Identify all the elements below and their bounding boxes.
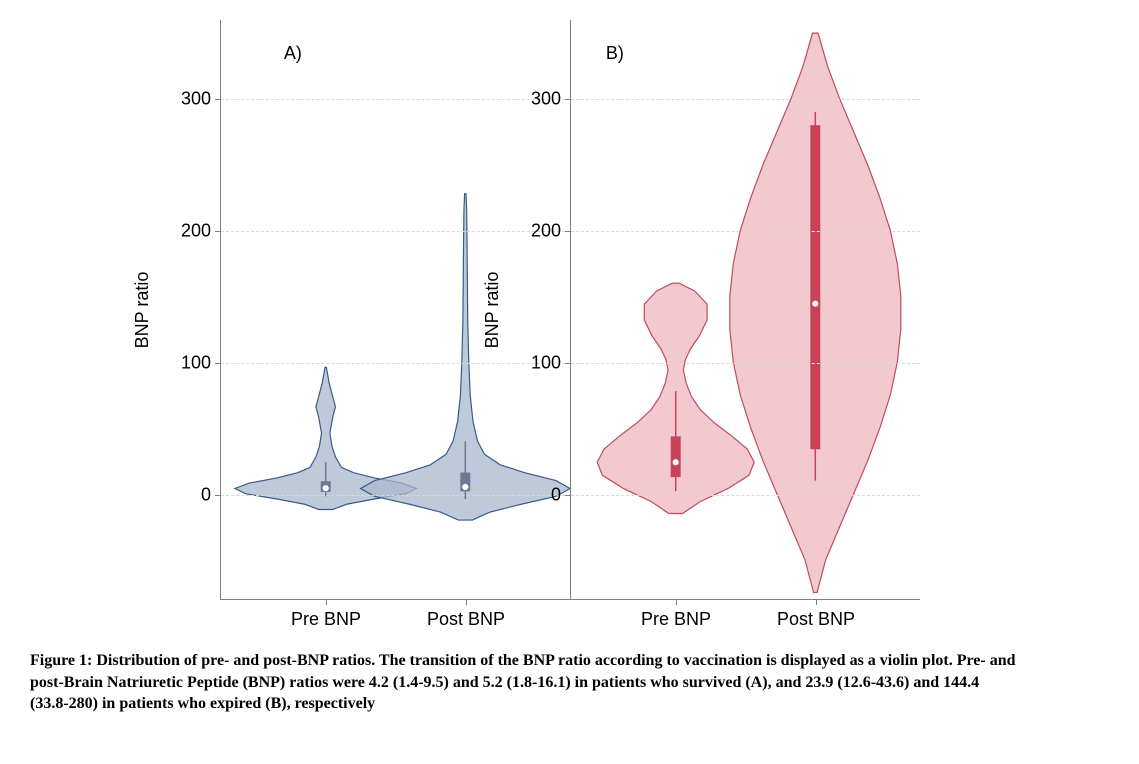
gridline — [571, 363, 920, 364]
ytick-label: 0 — [201, 484, 221, 505]
page: BNP ratio A) 0100200300Pre BNPPost BNP B… — [0, 0, 1139, 764]
ytick-label: 300 — [181, 89, 221, 110]
y-axis-title-a: BNP ratio — [132, 271, 153, 348]
panel-b: BNP ratio B) 0100200300Pre BNPPost BNP — [570, 20, 920, 600]
figure-caption: Figure 1: Distribution of pre- and post-… — [30, 650, 1109, 715]
plot-svg-b — [571, 20, 920, 599]
iqr-box — [671, 436, 681, 477]
gridline — [571, 495, 920, 496]
chart-row: BNP ratio A) 0100200300Pre BNPPost BNP B… — [220, 20, 920, 600]
xtick-label: Post BNP — [427, 599, 505, 630]
caption-line-3: (33.8-280) in patients who expired (B), … — [30, 693, 1109, 715]
median-dot — [812, 300, 819, 307]
ytick-label: 200 — [531, 220, 571, 241]
median-dot — [322, 485, 329, 492]
y-axis-title-b: BNP ratio — [482, 271, 503, 348]
xtick-label: Pre BNP — [291, 599, 361, 630]
caption-line-1: Figure 1: Distribution of pre- and post-… — [30, 650, 1109, 672]
gridline — [571, 231, 920, 232]
caption-line-2: post-Brain Natriuretic Peptide (BNP) rat… — [30, 672, 1109, 694]
iqr-box — [810, 125, 820, 449]
xtick-label: Pre BNP — [641, 599, 711, 630]
gridline — [221, 99, 570, 100]
median-dot — [462, 483, 469, 490]
gridline — [571, 99, 920, 100]
gridline — [221, 231, 570, 232]
gridline — [221, 495, 570, 496]
ytick-label: 0 — [551, 484, 571, 505]
plot-svg-a — [221, 20, 570, 599]
panel-a: BNP ratio A) 0100200300Pre BNPPost BNP — [220, 20, 570, 600]
xtick-label: Post BNP — [777, 599, 855, 630]
gridline — [221, 363, 570, 364]
ytick-label: 200 — [181, 220, 221, 241]
ytick-label: 100 — [181, 352, 221, 373]
median-dot — [672, 459, 679, 466]
ytick-label: 300 — [531, 89, 571, 110]
ytick-label: 100 — [531, 352, 571, 373]
